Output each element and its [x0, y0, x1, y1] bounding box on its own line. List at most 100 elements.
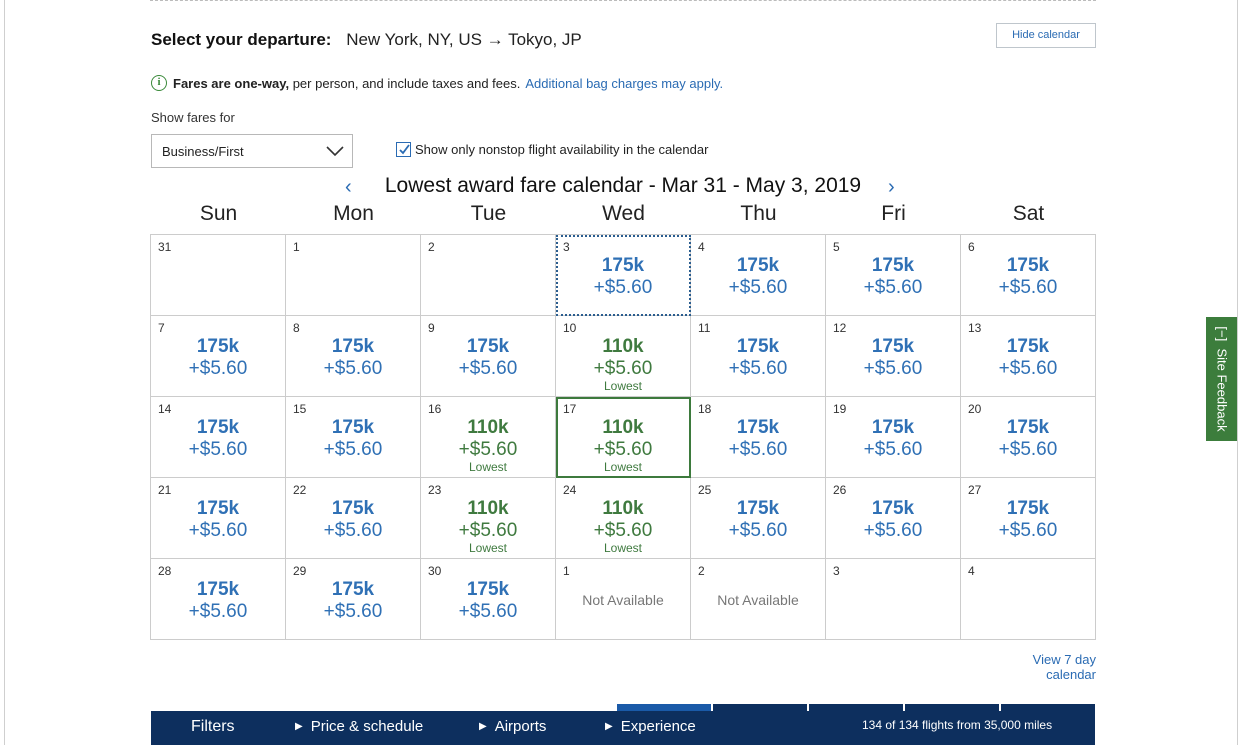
day-number: 3	[563, 240, 570, 254]
fare-miles: 110k	[467, 417, 509, 438]
fare-miles: 175k	[466, 336, 510, 357]
fare-tax: +$5.60	[863, 439, 923, 460]
day-number: 18	[698, 402, 712, 416]
fares-note: i Fares are one-way, per person, and inc…	[151, 75, 723, 91]
calendar-day-cell[interactable]: 18 175k +$5.60	[691, 397, 826, 478]
fare: 175k +$5.60	[961, 255, 1095, 298]
day-number: 27	[968, 483, 982, 497]
calendar-day-cell[interactable]: 21 175k +$5.60	[151, 478, 286, 559]
fare-tax: +$5.60	[593, 358, 653, 379]
weekday-mon: Mon	[333, 202, 374, 225]
calendar-day-cell[interactable]: 16 110k +$5.60 Lowest	[421, 397, 556, 478]
fare: 110k +$5.60 Lowest	[556, 417, 690, 474]
site-feedback-tab[interactable]: [−] Site Feedback	[1206, 317, 1237, 441]
fare-tax: +$5.60	[458, 601, 518, 622]
fare-tax: +$5.60	[998, 358, 1058, 379]
calendar-day-cell[interactable]: 23 110k +$5.60 Lowest	[421, 478, 556, 559]
fare-tax: +$5.60	[728, 277, 788, 298]
calendar-day-cell[interactable]: 3 175k +$5.60	[556, 235, 691, 316]
calendar-day-cell[interactable]: 27 175k +$5.60	[961, 478, 1096, 559]
calendar-day-cell[interactable]: 8 175k +$5.60	[286, 316, 421, 397]
calendar-day-cell[interactable]: 13 175k +$5.60	[961, 316, 1096, 397]
weekday-fri: Fri	[881, 202, 906, 225]
tab-separator	[999, 704, 1001, 712]
calendar-day-cell[interactable]: 22 175k +$5.60	[286, 478, 421, 559]
fare: 175k +$5.60	[151, 498, 285, 541]
calendar-day-cell[interactable]: 29 175k +$5.60	[286, 559, 421, 640]
fare: 110k +$5.60 Lowest	[556, 498, 690, 555]
cabin-select[interactable]: Business/First	[151, 134, 353, 168]
calendar-day-cell[interactable]: 14 175k +$5.60	[151, 397, 286, 478]
fare-tax: +$5.60	[458, 520, 518, 541]
bag-charges-link[interactable]: Additional bag charges may apply.	[525, 75, 724, 91]
fare-tax: +$5.60	[593, 520, 653, 541]
calendar-day-cell[interactable]: 25 175k +$5.60	[691, 478, 826, 559]
fare: 175k +$5.60	[286, 336, 420, 379]
calendar-day-cell[interactable]: 26 175k +$5.60	[826, 478, 961, 559]
chevron-right-icon[interactable]: ›	[888, 176, 895, 198]
calendar-day-cell[interactable]: 30 175k +$5.60	[421, 559, 556, 640]
weekday-sun: Sun	[199, 202, 238, 225]
not-available-label: Not Available	[582, 592, 664, 608]
fare-miles: 175k	[736, 417, 780, 438]
nonstop-checkbox[interactable]	[396, 142, 411, 157]
calendar-day-cell[interactable]: 6 175k +$5.60	[961, 235, 1096, 316]
fare-tax: +$5.60	[323, 439, 383, 460]
calendar-day-cell[interactable]: 7 175k +$5.60	[151, 316, 286, 397]
calendar-day-cell[interactable]: 5 175k +$5.60	[826, 235, 961, 316]
fare-calendar-grid: 31 1 2 3 175k +$5.60 4 175k +$5.60 5 175k +$5.60 6 17…	[150, 234, 1096, 640]
fare: 175k +$5.60	[826, 417, 960, 460]
info-icon: i	[151, 75, 167, 91]
airports-label: Airports	[494, 718, 547, 735]
fare: 175k +$5.60	[691, 498, 825, 541]
nonstop-checkbox-row[interactable]: Show only nonstop flight availability in…	[396, 142, 708, 157]
calendar-day-cell[interactable]: 11 175k +$5.60	[691, 316, 826, 397]
calendar-day-cell[interactable]: 19 175k +$5.60	[826, 397, 961, 478]
hide-calendar-button[interactable]: Hide calendar	[996, 23, 1096, 48]
view-7-day-calendar-link[interactable]: View 7 day calendar	[1032, 652, 1096, 682]
fare-tax: +$5.60	[593, 439, 653, 460]
fare-tax: +$5.60	[998, 439, 1058, 460]
fare-tax: +$5.60	[728, 520, 788, 541]
fares-note-text: per person, and include taxes and fees.	[289, 75, 521, 91]
fare: 175k +$5.60	[151, 417, 285, 460]
fare: 175k +$5.60	[286, 498, 420, 541]
calendar-day-cell[interactable]: 17 110k +$5.60 Lowest	[556, 397, 691, 478]
fare-tax: +$5.60	[188, 520, 248, 541]
tab-separator	[903, 704, 905, 712]
not-available-label: Not Available	[717, 592, 799, 608]
calendar-day-cell[interactable]: 15 175k +$5.60	[286, 397, 421, 478]
calendar-day-cell: 3	[826, 559, 961, 640]
fare-miles: 175k	[1006, 498, 1050, 519]
chevron-left-icon[interactable]: ‹	[345, 176, 352, 198]
day-number: 26	[833, 483, 847, 497]
calendar-day-cell[interactable]: 10 110k +$5.60 Lowest	[556, 316, 691, 397]
fare-miles: 110k	[602, 498, 644, 519]
price-schedule-filter[interactable]: ▶ Price & schedule	[295, 718, 423, 735]
calendar-day-cell[interactable]: 4 175k +$5.60	[691, 235, 826, 316]
fare-miles: 175k	[196, 579, 240, 600]
fare: 175k +$5.60	[961, 417, 1095, 460]
fare: 175k +$5.60	[691, 255, 825, 298]
calendar-day-cell[interactable]: 9 175k +$5.60	[421, 316, 556, 397]
airports-filter[interactable]: ▶ Airports	[479, 718, 546, 735]
calendar-day-cell[interactable]: 20 175k +$5.60	[961, 397, 1096, 478]
day-number: 9	[428, 321, 435, 335]
calendar-day-cell[interactable]: 24 110k +$5.60 Lowest	[556, 478, 691, 559]
day-number: 19	[833, 402, 847, 416]
weekday-wed: Wed	[602, 202, 645, 225]
filters-label[interactable]: Filters	[191, 718, 235, 735]
fare: 175k +$5.60	[286, 417, 420, 460]
fare-miles: 175k	[601, 255, 645, 276]
fare-tax: +$5.60	[188, 358, 248, 379]
calendar-title: Lowest award fare calendar - Mar 31 - Ma…	[384, 174, 862, 197]
tab-strip-active	[617, 704, 711, 712]
day-number: 10	[563, 321, 577, 335]
calendar-day-cell[interactable]: 12 175k +$5.60	[826, 316, 961, 397]
calendar-day-cell[interactable]: 28 175k +$5.60	[151, 559, 286, 640]
experience-filter[interactable]: ▶ Experience	[605, 718, 696, 735]
fare: 175k +$5.60	[421, 336, 555, 379]
fare: 110k +$5.60 Lowest	[556, 336, 690, 393]
calendar-day-cell: 1 Not Available	[556, 559, 691, 640]
weekday-header: Sun Mon Tue Wed Thu Fri Sat	[151, 202, 1096, 226]
